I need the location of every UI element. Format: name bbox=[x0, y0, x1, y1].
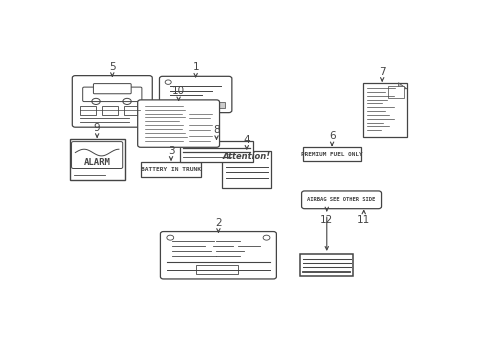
Text: 9: 9 bbox=[94, 123, 100, 133]
FancyBboxPatch shape bbox=[302, 147, 361, 161]
FancyBboxPatch shape bbox=[166, 103, 224, 108]
FancyBboxPatch shape bbox=[124, 106, 140, 114]
Text: 6: 6 bbox=[328, 131, 335, 141]
FancyBboxPatch shape bbox=[82, 87, 142, 102]
FancyBboxPatch shape bbox=[138, 100, 219, 147]
Text: AIRBAG SEE OTHER SIDE: AIRBAG SEE OTHER SIDE bbox=[307, 197, 375, 202]
Text: 10: 10 bbox=[172, 86, 185, 96]
FancyBboxPatch shape bbox=[301, 191, 381, 209]
FancyBboxPatch shape bbox=[93, 84, 131, 94]
Text: ALARM: ALARM bbox=[83, 158, 110, 167]
Text: 11: 11 bbox=[356, 215, 369, 225]
Text: PREMIUM FUEL ONLY: PREMIUM FUEL ONLY bbox=[301, 152, 362, 157]
FancyBboxPatch shape bbox=[160, 231, 276, 279]
Text: 7: 7 bbox=[378, 67, 385, 77]
FancyBboxPatch shape bbox=[69, 139, 124, 180]
Text: 4: 4 bbox=[243, 135, 250, 144]
Text: 5: 5 bbox=[109, 62, 115, 72]
FancyBboxPatch shape bbox=[141, 162, 201, 177]
Text: 2: 2 bbox=[215, 218, 221, 228]
Text: 3: 3 bbox=[167, 145, 174, 156]
Text: Attention!: Attention! bbox=[223, 153, 270, 162]
FancyBboxPatch shape bbox=[159, 76, 231, 113]
FancyBboxPatch shape bbox=[71, 141, 122, 168]
FancyBboxPatch shape bbox=[179, 141, 253, 162]
FancyBboxPatch shape bbox=[80, 106, 96, 114]
FancyBboxPatch shape bbox=[222, 150, 271, 188]
Text: 1: 1 bbox=[192, 62, 199, 72]
FancyBboxPatch shape bbox=[300, 254, 353, 276]
FancyBboxPatch shape bbox=[102, 106, 118, 114]
Text: BATTERY IN TRUNK: BATTERY IN TRUNK bbox=[141, 167, 201, 172]
FancyBboxPatch shape bbox=[363, 83, 406, 137]
Text: 12: 12 bbox=[320, 215, 333, 225]
Text: 8: 8 bbox=[213, 125, 220, 135]
FancyBboxPatch shape bbox=[387, 86, 404, 98]
FancyBboxPatch shape bbox=[72, 76, 152, 127]
FancyBboxPatch shape bbox=[196, 265, 238, 274]
Polygon shape bbox=[398, 83, 406, 89]
